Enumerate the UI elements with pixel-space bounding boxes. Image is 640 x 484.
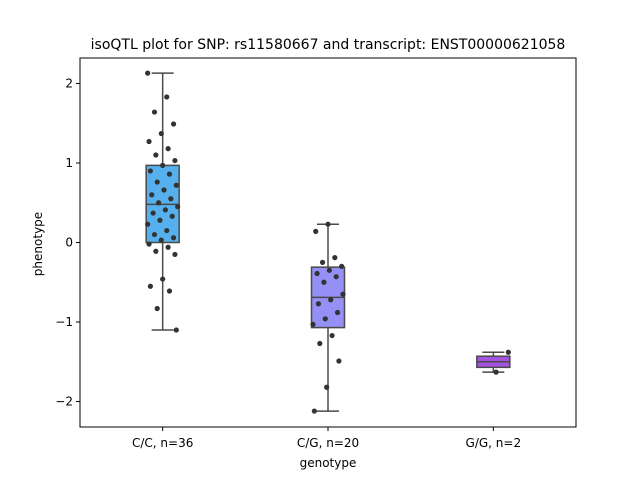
data-point bbox=[313, 228, 319, 234]
y-tick-label: 0 bbox=[65, 236, 73, 250]
data-point bbox=[153, 248, 159, 254]
y-tick-label: −1 bbox=[55, 315, 73, 329]
data-point bbox=[161, 187, 167, 193]
data-point bbox=[172, 157, 178, 164]
x-tick-label: C/C, n=36 bbox=[132, 436, 193, 450]
data-point bbox=[339, 263, 345, 269]
data-point bbox=[147, 168, 153, 174]
data-point bbox=[145, 221, 151, 227]
data-point bbox=[146, 138, 152, 145]
data-point bbox=[170, 121, 177, 127]
data-point bbox=[329, 332, 335, 339]
data-point bbox=[146, 241, 152, 247]
data-point bbox=[165, 146, 171, 152]
y-tick-label: 1 bbox=[65, 156, 73, 170]
data-point bbox=[328, 297, 334, 303]
data-point bbox=[147, 283, 153, 289]
y-tick-label: −2 bbox=[55, 395, 73, 409]
data-point bbox=[315, 301, 322, 307]
data-point bbox=[153, 152, 159, 158]
data-point bbox=[334, 309, 341, 316]
data-point bbox=[173, 182, 179, 188]
data-point bbox=[155, 200, 162, 206]
data-point bbox=[505, 349, 511, 355]
x-tick-label: G/G, n=2 bbox=[466, 436, 522, 450]
data-point bbox=[332, 255, 338, 261]
data-point bbox=[324, 384, 330, 390]
data-point bbox=[173, 327, 179, 333]
y-tick-label: 2 bbox=[65, 76, 73, 90]
data-point bbox=[170, 235, 177, 241]
data-point bbox=[175, 204, 181, 210]
data-point bbox=[168, 196, 174, 202]
data-point bbox=[317, 340, 323, 347]
x-axis-label: genotype bbox=[300, 456, 357, 470]
data-point bbox=[145, 70, 151, 76]
data-point bbox=[321, 279, 327, 285]
data-point bbox=[149, 192, 155, 198]
data-point bbox=[169, 213, 175, 219]
data-point bbox=[314, 270, 320, 277]
data-point bbox=[336, 358, 342, 364]
data-point bbox=[319, 259, 326, 265]
data-point bbox=[154, 305, 160, 312]
data-point bbox=[310, 321, 316, 328]
data-point bbox=[166, 171, 173, 177]
data-point bbox=[150, 210, 156, 216]
data-point bbox=[157, 217, 163, 223]
data-point bbox=[160, 276, 166, 282]
y-axis-label: phenotype bbox=[31, 212, 45, 276]
data-point bbox=[158, 130, 164, 137]
data-point bbox=[326, 267, 332, 273]
data-point bbox=[325, 221, 331, 227]
data-point bbox=[154, 179, 160, 185]
data-point bbox=[172, 251, 178, 258]
data-point bbox=[322, 316, 328, 322]
data-point bbox=[160, 162, 166, 168]
data-point bbox=[340, 291, 346, 297]
x-tick-label: C/G, n=20 bbox=[297, 436, 359, 450]
data-point bbox=[164, 94, 170, 100]
data-point bbox=[165, 244, 171, 250]
data-point bbox=[162, 207, 168, 213]
data-point bbox=[166, 288, 173, 294]
data-point bbox=[151, 231, 158, 238]
data-point bbox=[151, 109, 158, 115]
chart-title: isoQTL plot for SNP: rs11580667 and tran… bbox=[91, 37, 566, 53]
data-point bbox=[493, 369, 499, 375]
data-point bbox=[158, 237, 164, 243]
data-point bbox=[164, 227, 170, 234]
data-point bbox=[333, 274, 339, 280]
data-point bbox=[311, 408, 317, 414]
